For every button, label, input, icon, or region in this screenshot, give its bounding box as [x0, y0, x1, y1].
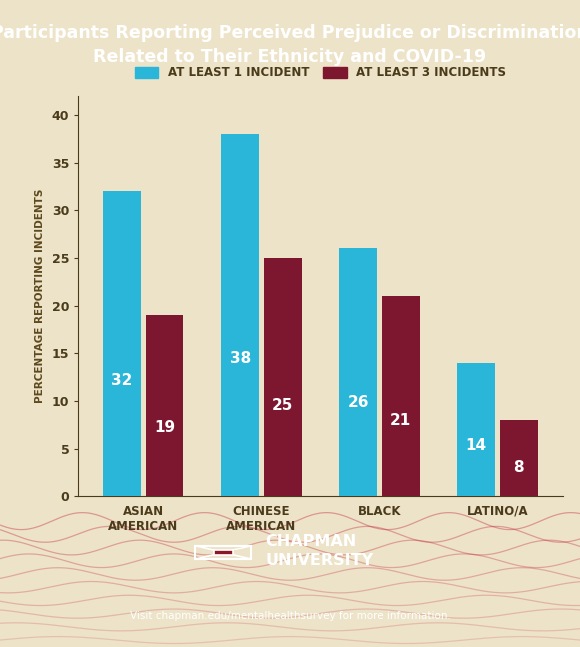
Text: 14: 14 — [466, 438, 487, 453]
Text: 32: 32 — [111, 373, 133, 388]
Bar — [103, 191, 141, 496]
Text: Participants Reporting Perceived Prejudice or Discrimination
Related to Their Et: Participants Reporting Perceived Prejudi… — [0, 24, 580, 67]
Text: 21: 21 — [390, 413, 411, 428]
Legend: AT LEAST 1 INCIDENT, AT LEAST 3 INCIDENTS: AT LEAST 1 INCIDENT, AT LEAST 3 INCIDENT… — [130, 61, 511, 84]
Text: Visit chapman.edu/mentalhealthsurvey for more information.: Visit chapman.edu/mentalhealthsurvey for… — [129, 611, 451, 621]
Bar — [213, 550, 233, 554]
Bar — [264, 258, 302, 496]
Text: 25: 25 — [272, 398, 293, 413]
Bar — [382, 296, 420, 496]
Text: 8: 8 — [513, 460, 524, 475]
Text: CHAPMAN
UNIVERSITY: CHAPMAN UNIVERSITY — [266, 534, 374, 568]
Bar — [146, 315, 183, 496]
Bar — [221, 134, 259, 496]
Bar — [339, 248, 377, 496]
Text: 38: 38 — [230, 351, 251, 366]
Y-axis label: PERCENTAGE REPORTING INCIDENTS: PERCENTAGE REPORTING INCIDENTS — [35, 189, 45, 403]
Bar — [500, 420, 538, 496]
Bar — [458, 363, 495, 496]
Text: 19: 19 — [154, 420, 175, 435]
Bar — [195, 545, 251, 559]
Text: 26: 26 — [347, 395, 369, 410]
